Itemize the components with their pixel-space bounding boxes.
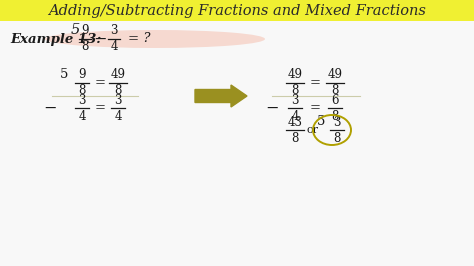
Text: 5: 5 — [317, 115, 325, 128]
Text: 3: 3 — [110, 24, 118, 38]
Text: 4: 4 — [78, 110, 86, 123]
Ellipse shape — [45, 30, 265, 48]
Text: or: or — [307, 125, 319, 135]
Text: 9: 9 — [81, 24, 89, 38]
Text: =: = — [94, 102, 106, 114]
Text: 6: 6 — [331, 94, 339, 106]
Text: 3: 3 — [291, 94, 299, 106]
Text: 49: 49 — [328, 69, 343, 81]
Text: −: − — [43, 99, 57, 117]
Text: =: = — [310, 77, 320, 89]
Text: 43: 43 — [288, 115, 302, 128]
Text: = ?: = ? — [128, 32, 151, 45]
FancyArrow shape — [195, 85, 247, 107]
Text: 3: 3 — [114, 94, 122, 106]
Text: 5: 5 — [71, 23, 80, 37]
Text: 3: 3 — [333, 115, 341, 128]
Text: =: = — [94, 77, 106, 89]
Text: 8: 8 — [292, 85, 299, 98]
Text: 8: 8 — [292, 131, 299, 144]
Text: 4: 4 — [114, 110, 122, 123]
Text: −: − — [93, 31, 107, 48]
Text: 8: 8 — [331, 110, 339, 123]
Text: 9: 9 — [78, 69, 86, 81]
Text: 3: 3 — [78, 94, 86, 106]
Text: =: = — [310, 102, 320, 114]
Text: Adding/Subtracting Fractions and Mixed Fractions: Adding/Subtracting Fractions and Mixed F… — [48, 3, 426, 18]
Text: 8: 8 — [333, 131, 341, 144]
Text: 49: 49 — [110, 69, 126, 81]
Text: Example 13:: Example 13: — [10, 32, 101, 45]
Text: 8: 8 — [82, 40, 89, 53]
Text: −: − — [265, 99, 279, 117]
Text: 5: 5 — [60, 68, 68, 81]
Text: 8: 8 — [331, 85, 339, 98]
Text: 4: 4 — [110, 40, 118, 53]
Text: 8: 8 — [114, 85, 122, 98]
Bar — [0, 0, 474, 21]
Text: 8: 8 — [78, 85, 86, 98]
Text: 4: 4 — [291, 110, 299, 123]
Text: 49: 49 — [288, 69, 302, 81]
